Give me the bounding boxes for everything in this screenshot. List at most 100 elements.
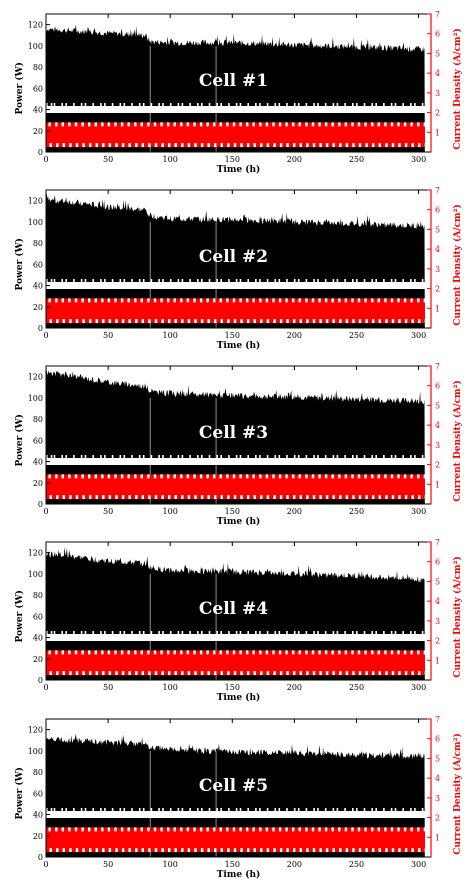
- current-gap: [378, 671, 381, 676]
- y-tick-label: 60: [33, 789, 43, 798]
- current-gap: [293, 671, 296, 676]
- current-gap: [259, 650, 262, 655]
- current-gap: [339, 143, 342, 148]
- notch: [189, 631, 191, 634]
- current-gap: [247, 671, 250, 676]
- current-gap: [372, 319, 375, 324]
- notch: [208, 279, 211, 282]
- current-gap: [364, 650, 367, 655]
- notch: [100, 279, 102, 282]
- current-gap: [94, 827, 97, 832]
- current-gap: [232, 650, 236, 655]
- current-gap: [390, 827, 394, 832]
- current-gap: [424, 848, 428, 853]
- right-y-tick-label: 5: [435, 577, 440, 586]
- current-gap: [266, 848, 270, 853]
- current-gap: [140, 474, 143, 479]
- current-gap: [173, 122, 176, 127]
- current-gap: [285, 298, 288, 303]
- current-gap: [81, 474, 84, 479]
- x-tick-label: 250: [349, 155, 364, 164]
- current-gap: [194, 495, 197, 500]
- current-gap: [148, 848, 151, 853]
- notch: [259, 455, 261, 458]
- right-y-tick-label: 6: [435, 382, 440, 391]
- current-gap: [344, 474, 348, 479]
- notch: [53, 103, 56, 106]
- current-gap: [207, 495, 210, 500]
- current-gap: [253, 671, 256, 676]
- current-gap: [134, 474, 137, 479]
- current-gap: [265, 298, 269, 303]
- notch: [138, 103, 141, 106]
- notch: [50, 279, 53, 282]
- y-tick-label: 60: [33, 612, 43, 621]
- current-gap: [398, 319, 401, 324]
- current-gap: [147, 474, 150, 479]
- current-gap: [364, 298, 367, 303]
- current-gap: [260, 495, 263, 500]
- current-gap: [181, 848, 184, 853]
- notch: [228, 631, 230, 634]
- current-gap: [324, 474, 328, 479]
- right-y-tick-label: 2: [435, 109, 440, 118]
- current-gap: [61, 474, 64, 479]
- current-gap: [365, 143, 368, 148]
- notch: [352, 279, 354, 282]
- current-gap: [115, 319, 118, 324]
- current-gap: [339, 848, 342, 853]
- current-gap: [200, 671, 204, 676]
- notch: [197, 631, 199, 634]
- notch: [181, 103, 184, 106]
- notch: [111, 455, 114, 458]
- right-y-tick-label: 6: [435, 735, 440, 744]
- current-gap: [325, 848, 329, 853]
- notch: [297, 808, 300, 811]
- current-gap: [193, 298, 196, 303]
- current-gap: [62, 143, 65, 148]
- y-tick-label: 80: [33, 63, 43, 72]
- notch: [46, 631, 48, 634]
- current-gap: [278, 474, 282, 479]
- notch: [216, 455, 218, 458]
- current-gap: [121, 319, 125, 324]
- current-gap: [311, 827, 315, 832]
- current-gap: [265, 474, 269, 479]
- current-gap: [272, 827, 275, 832]
- notch: [305, 808, 308, 811]
- current-gap: [88, 827, 91, 832]
- notch: [317, 103, 319, 106]
- current-gap: [89, 495, 92, 500]
- current-gap: [56, 848, 59, 853]
- notch: [313, 808, 315, 811]
- current-gap: [339, 319, 342, 324]
- current-gap: [240, 671, 243, 676]
- current-gap: [397, 474, 400, 479]
- current-gap: [186, 298, 190, 303]
- right-y-tick-label: 6: [435, 206, 440, 215]
- current-gap: [107, 298, 111, 303]
- chart-panel-3: 0 50 100 150 200 250 300 0 20 40 60 80 100 120 1 2 3 4 5 6 7…: [14, 362, 463, 527]
- notch: [336, 455, 339, 458]
- x-tick-label: 300: [411, 507, 426, 516]
- power-dip-2: [215, 45, 217, 153]
- current-gap: [94, 474, 97, 479]
- current-gap: [385, 495, 388, 500]
- current-gap: [417, 827, 420, 832]
- current-gap: [148, 319, 151, 324]
- current-gap: [358, 848, 362, 853]
- current-gap: [324, 122, 328, 127]
- y-tick-label: 20: [33, 303, 43, 312]
- y-tick-label: 100: [28, 218, 43, 227]
- current-gap: [312, 671, 316, 676]
- current-gap: [318, 650, 321, 655]
- y-tick-label: 20: [33, 655, 43, 664]
- current-gap: [68, 650, 71, 655]
- current-gap: [69, 671, 72, 676]
- x-tick-label: 300: [411, 683, 426, 692]
- notch: [189, 455, 191, 458]
- x-tick-label: 250: [349, 683, 364, 692]
- current-gap: [108, 143, 112, 148]
- current-gap: [318, 298, 321, 303]
- notch: [216, 103, 218, 106]
